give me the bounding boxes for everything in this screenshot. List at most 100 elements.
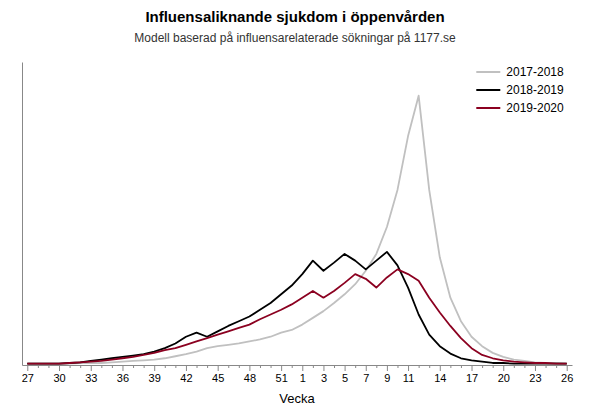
x-minor-tick: [292, 365, 293, 368]
x-tick-label: 51: [276, 372, 288, 384]
x-tick-label: 23: [529, 372, 541, 384]
x-tick: 51: [276, 365, 288, 384]
x-tick-label: 17: [466, 372, 478, 384]
x-tick: [239, 365, 240, 368]
x-tick: [514, 365, 515, 368]
x-minor-tick: [450, 365, 451, 368]
x-minor-tick: [228, 365, 229, 368]
x-tick: 45: [212, 365, 224, 384]
x-tick: [70, 365, 71, 368]
x-tick: [313, 365, 314, 368]
legend-swatch: [476, 107, 500, 109]
x-tick-mark: [218, 365, 219, 371]
x-tick: [482, 365, 483, 368]
x-tick-mark: [503, 365, 504, 371]
y-axis: [22, 63, 23, 366]
x-tick: 3: [321, 365, 327, 384]
x-tick: [260, 365, 261, 368]
x-tick: 17: [466, 365, 478, 384]
legend-swatch: [476, 71, 500, 73]
x-minor-tick: [144, 365, 145, 368]
legend-item: 2019-2020: [476, 101, 564, 115]
x-minor-tick: [112, 365, 113, 368]
x-tick: [334, 365, 335, 368]
x-minor-tick: [419, 365, 420, 368]
x-tick-mark: [567, 365, 568, 371]
x-tick: 30: [53, 365, 65, 384]
x-minor-tick: [514, 365, 515, 368]
x-tick-label: 27: [22, 372, 34, 384]
title: Influensaliknande sjukdom i öppenvården: [145, 8, 444, 25]
x-tick: [429, 365, 430, 368]
x-tick-mark: [366, 365, 367, 371]
x-tick-mark: [302, 365, 303, 371]
x-tick: [38, 365, 39, 368]
x-tick: [524, 365, 525, 368]
x-tick: 27: [22, 365, 34, 384]
legend-swatch: [476, 89, 500, 91]
x-tick-mark: [91, 365, 92, 371]
legend: 2017-2018 2018-2019 2019-2020: [476, 65, 564, 115]
x-tick: [197, 365, 198, 368]
x-tick-mark: [154, 365, 155, 371]
x-tick: [165, 365, 166, 368]
x-tick: [493, 365, 494, 368]
x-minor-tick: [48, 365, 49, 368]
x-minor-tick: [207, 365, 208, 368]
x-tick-label: 20: [498, 372, 510, 384]
x-minor-tick: [482, 365, 483, 368]
x-minor-tick: [80, 365, 81, 368]
x-tick-label: 14: [434, 372, 446, 384]
x-minor-tick: [546, 365, 547, 368]
x-tick: [461, 365, 462, 368]
x-tick: [175, 365, 176, 368]
x-tick-mark: [472, 365, 473, 371]
x-tick-label: 42: [180, 372, 192, 384]
x-tick: [48, 365, 49, 368]
x-tick-label: 48: [244, 372, 256, 384]
x-minor-tick: [133, 365, 134, 368]
x-tick-mark: [535, 365, 536, 371]
x-tick: [419, 365, 420, 368]
x-minor-tick: [556, 365, 557, 368]
x-axis-label: Vecka: [279, 391, 315, 406]
x-tick: [144, 365, 145, 368]
legend-label: 2019-2020: [506, 101, 564, 115]
x-tick: 33: [85, 365, 97, 384]
x-minor-tick: [355, 365, 356, 368]
x-tick: [101, 365, 102, 368]
x-tick-label: 26: [561, 372, 573, 384]
x-minor-tick: [461, 365, 462, 368]
x-tick-mark: [387, 365, 388, 371]
x-tick-label: 45: [212, 372, 224, 384]
x-tick: [133, 365, 134, 368]
x-tick: 36: [117, 365, 129, 384]
x-tick: [450, 365, 451, 368]
x-tick-mark: [281, 365, 282, 371]
x-tick-mark: [59, 365, 60, 371]
x-minor-tick: [260, 365, 261, 368]
x-axis: 27303336394245485113579111417202326: [22, 365, 574, 384]
x-tick-mark: [345, 365, 346, 371]
x-tick: [546, 365, 547, 368]
series-line: [27, 252, 566, 364]
legend-item: 2018-2019: [476, 83, 564, 97]
x-minor-tick: [313, 365, 314, 368]
x-minor-tick: [175, 365, 176, 368]
x-tick-label: 7: [363, 372, 369, 384]
x-minor-tick: [165, 365, 166, 368]
series-line: [27, 96, 566, 364]
x-tick: 5: [342, 365, 348, 384]
x-tick: [80, 365, 81, 368]
legend-label: 2017-2018: [506, 65, 564, 79]
x-tick-label: 36: [117, 372, 129, 384]
x-tick-label: 30: [53, 372, 65, 384]
x-minor-tick: [197, 365, 198, 368]
x-minor-tick: [271, 365, 272, 368]
x-tick: 20: [498, 365, 510, 384]
x-tick: 26: [561, 365, 573, 384]
x-tick: [397, 365, 398, 368]
x-minor-tick: [429, 365, 430, 368]
chart: Influensaliknande sjukdom i öppenvårdenM…: [0, 0, 590, 413]
x-tick: 11: [403, 365, 414, 384]
